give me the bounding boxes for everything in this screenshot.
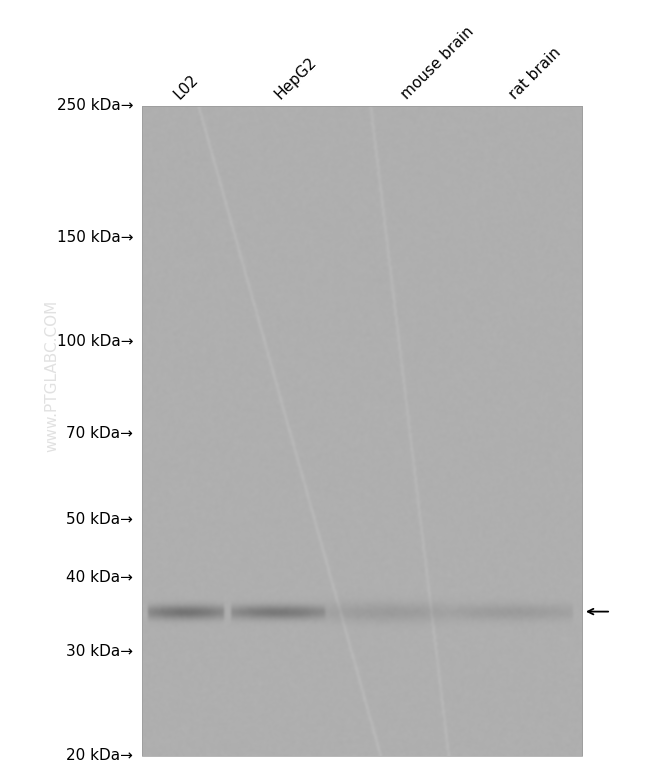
Text: mouse brain: mouse brain bbox=[399, 23, 477, 102]
Text: rat brain: rat brain bbox=[506, 45, 564, 102]
Text: 30 kDa→: 30 kDa→ bbox=[66, 644, 133, 659]
Text: 50 kDa→: 50 kDa→ bbox=[66, 512, 133, 527]
Text: www.PTGLABC.COM: www.PTGLABC.COM bbox=[44, 300, 60, 452]
Bar bbox=[142, 106, 582, 756]
Text: 150 kDa→: 150 kDa→ bbox=[57, 229, 133, 244]
Text: 20 kDa→: 20 kDa→ bbox=[66, 748, 133, 763]
Text: 70 kDa→: 70 kDa→ bbox=[66, 426, 133, 441]
Text: L02: L02 bbox=[172, 71, 202, 102]
Text: HepG2: HepG2 bbox=[272, 54, 320, 102]
Text: 40 kDa→: 40 kDa→ bbox=[66, 570, 133, 585]
Text: 100 kDa→: 100 kDa→ bbox=[57, 334, 133, 349]
Text: 250 kDa→: 250 kDa→ bbox=[57, 98, 133, 114]
